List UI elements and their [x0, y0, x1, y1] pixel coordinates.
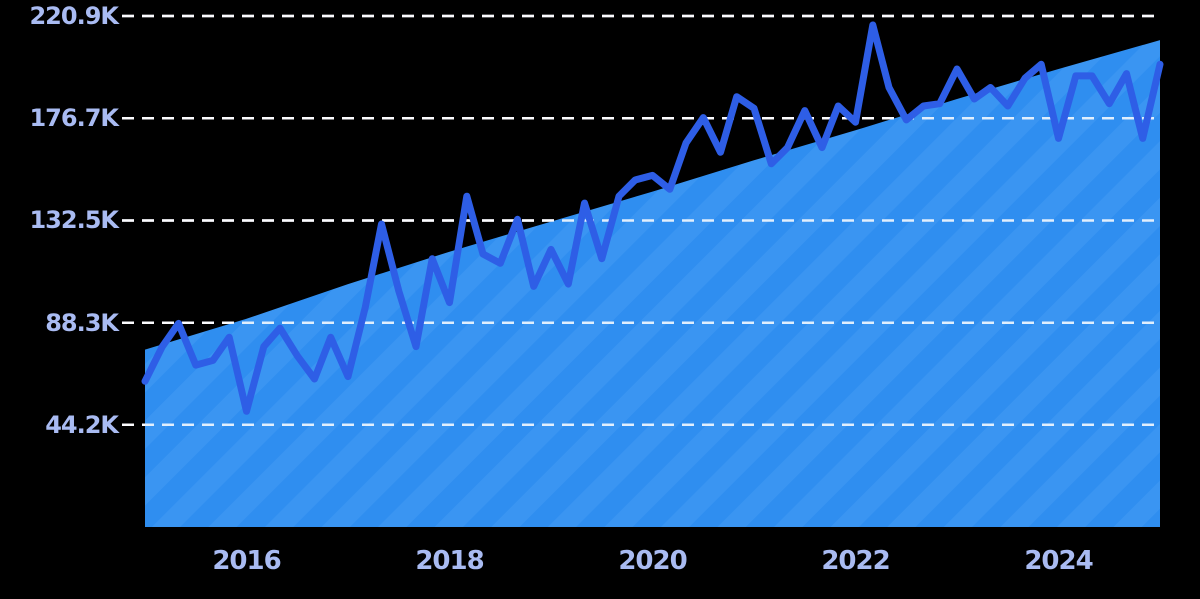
x-tick-label: 2022 [821, 546, 890, 576]
x-tick-label: 2020 [618, 546, 687, 576]
x-tick-label: 2018 [415, 546, 484, 576]
y-tick-label: 44.2K [45, 410, 119, 439]
y-tick-label: 176.7K [29, 104, 119, 133]
actual-line [141, 21, 1164, 415]
y-tick-label: 88.3K [45, 308, 119, 337]
x-tick-label: 2024 [1024, 546, 1093, 576]
gridlines-over-area [122, 14, 1160, 427]
y-tick-label: 132.5K [29, 206, 119, 235]
x-tick-label: 2016 [212, 546, 281, 576]
y-tick-label: 220.9K [29, 2, 119, 30]
trend-area [145, 40, 1160, 527]
